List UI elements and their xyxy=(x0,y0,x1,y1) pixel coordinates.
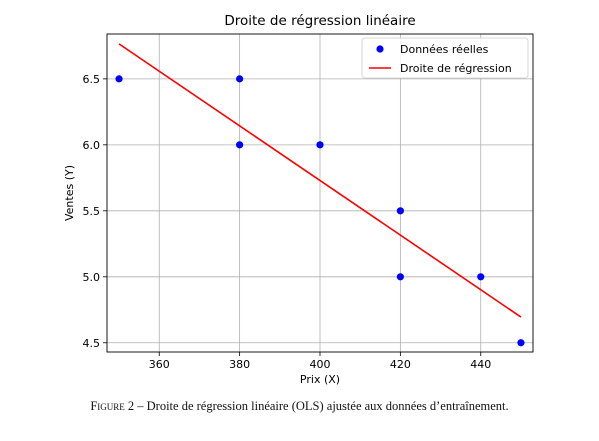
legend-label: Droite de régression xyxy=(400,62,512,75)
data-point xyxy=(115,75,123,83)
legend-box xyxy=(361,37,529,79)
x-tick-label: 360 xyxy=(149,358,170,371)
regression-line xyxy=(118,43,522,318)
axis-ticks: 360 380 400 420 440 4.5 5.0 5.5 6.0 6.5 xyxy=(83,73,492,371)
data-point xyxy=(236,75,244,83)
data-point xyxy=(517,339,525,347)
y-tick-label: 4.5 xyxy=(83,337,101,350)
y-tick-label: 5.5 xyxy=(83,205,101,218)
regression-chart: 360 380 400 420 440 4.5 5.0 5.5 6.0 6.5 Droite de… xyxy=(63,13,534,386)
data-point xyxy=(396,207,404,215)
chart-title: Droite de régression linéaire xyxy=(224,13,415,29)
legend: Données réelles Droite de régression xyxy=(361,37,529,79)
data-point xyxy=(316,141,324,149)
legend-marker-scatter xyxy=(376,45,384,53)
figure-label: Figure 2 xyxy=(90,399,135,413)
caption-text: – Droite de régression linéaire (OLS) aj… xyxy=(134,399,509,413)
grid-lines xyxy=(107,34,533,352)
x-tick-label: 400 xyxy=(310,358,331,371)
x-axis-label: Prix (X) xyxy=(300,373,340,386)
legend-label: Données réelles xyxy=(400,43,489,56)
y-tick-label: 5.0 xyxy=(83,271,101,284)
data-point xyxy=(236,141,244,149)
x-tick-label: 440 xyxy=(470,358,491,371)
y-axis-label: Ventes (Y) xyxy=(63,165,76,221)
figure-caption: Figure 2 – Droite de régression linéaire… xyxy=(0,399,599,414)
data-point xyxy=(396,273,404,281)
y-tick-label: 6.5 xyxy=(83,73,101,86)
data-point xyxy=(477,273,485,281)
x-tick-label: 380 xyxy=(229,358,250,371)
y-tick-label: 6.0 xyxy=(83,139,101,152)
x-tick-label: 420 xyxy=(390,358,411,371)
plot-series xyxy=(115,43,525,347)
